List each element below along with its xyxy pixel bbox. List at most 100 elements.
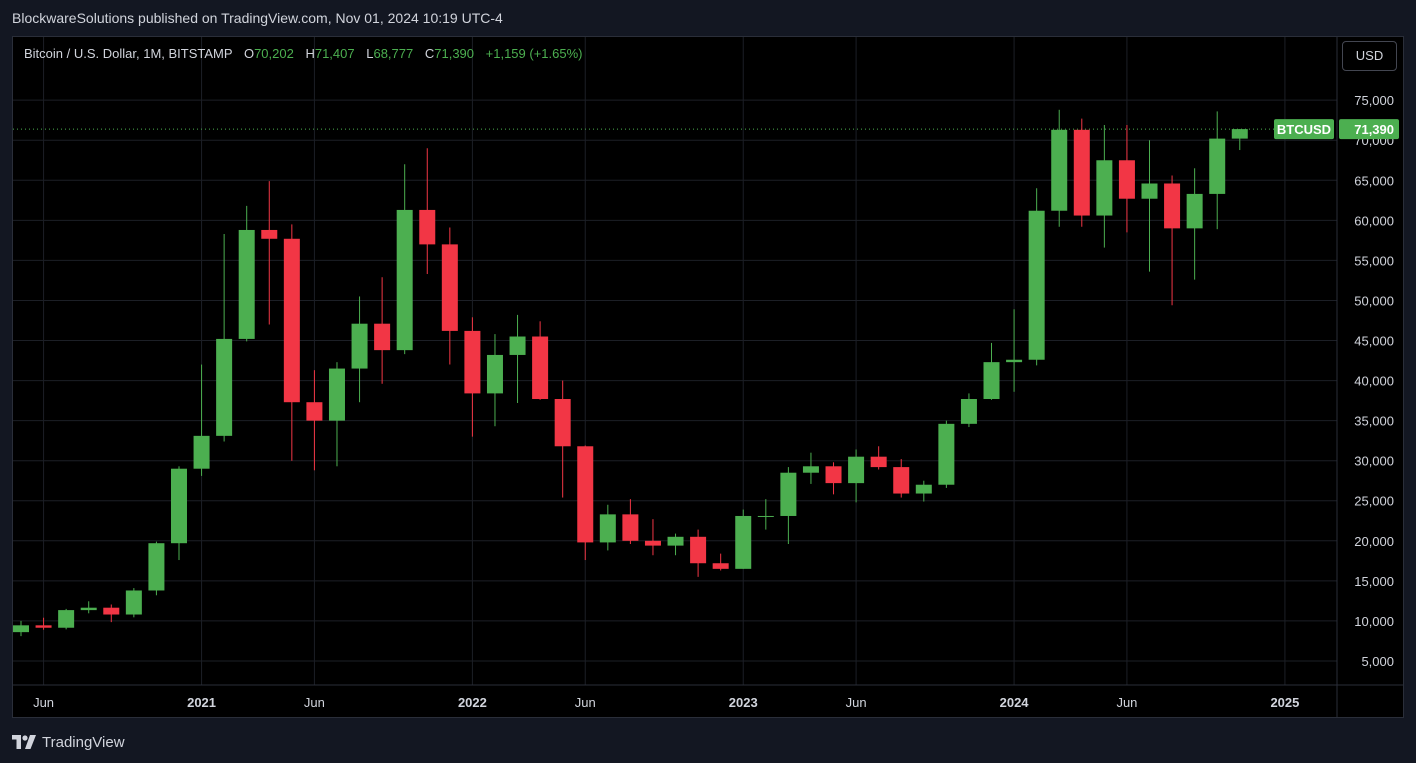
x-tick-label: Jun [1116, 695, 1137, 710]
x-tick-label: Jun [575, 695, 596, 710]
price-tag-symbol: BTCUSD [1277, 122, 1331, 137]
candle-body [622, 514, 639, 541]
high-label: H [305, 46, 315, 61]
x-tick-label: 2024 [1000, 695, 1030, 710]
candle-body [938, 423, 955, 485]
candle-body [486, 354, 503, 394]
candle-body [80, 607, 97, 611]
candlestick-chart[interactable]: 5,000 10,000 15,000 20,000 25,000 30,000 35,00… [13, 37, 1403, 717]
y-tick-label: 65,000 [1354, 173, 1394, 188]
candle-body [532, 336, 549, 400]
candle-body [193, 435, 210, 469]
candle-body [464, 330, 481, 394]
candle-body [261, 229, 278, 239]
close-value: 71,390 [434, 46, 475, 61]
candle-body [441, 244, 458, 331]
candle-body [35, 625, 52, 628]
candle-body [825, 466, 842, 484]
candle-body [960, 399, 977, 424]
x-tick-label: Jun [33, 695, 54, 710]
candle-body [983, 362, 1000, 400]
y-tick-label: 50,000 [1354, 293, 1394, 308]
low-value: 68,777 [373, 46, 414, 61]
tradingview-logo-icon [12, 735, 36, 749]
change-value: +1,159 (+1.65%) [485, 46, 583, 61]
candle-body [848, 456, 865, 484]
y-tick-label: 75,000 [1354, 93, 1394, 108]
grid-lines [13, 37, 1337, 685]
y-tick-label: 40,000 [1354, 374, 1394, 389]
publish-header: BlockwareSolutions published on TradingV… [0, 0, 1416, 36]
candle-body [283, 238, 300, 403]
candle-body [1028, 210, 1045, 360]
y-tick-label: 45,000 [1354, 334, 1394, 349]
x-tick-label: 2023 [729, 695, 758, 710]
candle-body [599, 514, 616, 543]
candle-body [216, 338, 233, 436]
y-tick-label: 35,000 [1354, 414, 1394, 429]
y-tick-label: 55,000 [1354, 253, 1394, 268]
published-info: BlockwareSolutions published on TradingV… [12, 10, 503, 26]
last-price-tag: BTCUSD 71,390 [1274, 119, 1399, 140]
price-tag-value: 71,390 [1354, 122, 1394, 137]
candle-body [712, 563, 729, 569]
candle-body [509, 336, 526, 355]
symbol-legend: Bitcoin / U.S. Dollar, 1M, BITSTAMP O70,… [24, 46, 583, 61]
candle-body [735, 515, 752, 569]
candle-body [915, 484, 932, 494]
candle-body [419, 209, 436, 245]
candle-body [1096, 160, 1113, 216]
x-tick-label: Jun [304, 695, 325, 710]
high-value: 71,407 [314, 46, 355, 61]
candle-body [1186, 193, 1203, 229]
open-value: 70,202 [254, 46, 294, 61]
currency-button[interactable]: USD [1342, 41, 1397, 71]
candle-body [170, 468, 187, 544]
price-tag-value-bg [1339, 119, 1399, 140]
candle-body [1209, 138, 1226, 194]
y-tick-label: 5,000 [1361, 654, 1394, 669]
chart-frame[interactable]: 5,000 10,000 15,000 20,000 25,000 30,000 35,00… [12, 36, 1404, 718]
candle-body [577, 446, 594, 543]
candle-body [1006, 359, 1023, 363]
x-tick-label: Jun [846, 695, 867, 710]
candle-body [1051, 129, 1068, 211]
price-tag-symbol-bg [1274, 119, 1334, 140]
candle-body [1141, 183, 1158, 199]
open-label: O [243, 46, 255, 61]
time-axis[interactable]: Jun 2021 Jun 2022 Jun 2023 Jun 2024 Jun 2025 [33, 695, 1299, 710]
candle-body [351, 323, 368, 369]
y-tick-label: 15,000 [1354, 574, 1394, 589]
candle-body [780, 472, 797, 516]
candle-body [667, 536, 684, 546]
y-tick-label: 25,000 [1354, 494, 1394, 509]
candle-body [58, 610, 75, 628]
y-tick-label: 30,000 [1354, 454, 1394, 469]
symbol-title: Bitcoin / U.S. Dollar, 1M, BITSTAMP [24, 46, 233, 61]
x-tick-label: 2022 [458, 695, 487, 710]
candle-body [690, 536, 707, 564]
footer: TradingView [12, 732, 125, 752]
y-tick-label: 10,000 [1354, 614, 1394, 629]
candle-body [1164, 183, 1181, 229]
candle-body [802, 466, 819, 473]
y-tick-label: 60,000 [1354, 213, 1394, 228]
candle-body [1073, 129, 1090, 216]
candle-body [1118, 160, 1135, 199]
candle-body [328, 368, 345, 421]
candle-body [893, 467, 910, 494]
candle-body [554, 399, 571, 447]
candle-body [374, 323, 391, 351]
x-tick-label: 2025 [1270, 695, 1299, 710]
candle-body [757, 515, 774, 517]
candle-body [396, 209, 413, 351]
candle-body [103, 607, 120, 615]
footer-brand: TradingView [42, 733, 125, 751]
close-label: C [424, 46, 435, 61]
y-tick-label: 20,000 [1354, 534, 1394, 549]
candle-body [306, 402, 323, 421]
candle-body [644, 540, 661, 546]
price-axis[interactable]: 5,000 10,000 15,000 20,000 25,000 30,000 35,00… [1354, 93, 1394, 669]
low-label: L [366, 46, 374, 61]
candle-body [870, 456, 887, 468]
